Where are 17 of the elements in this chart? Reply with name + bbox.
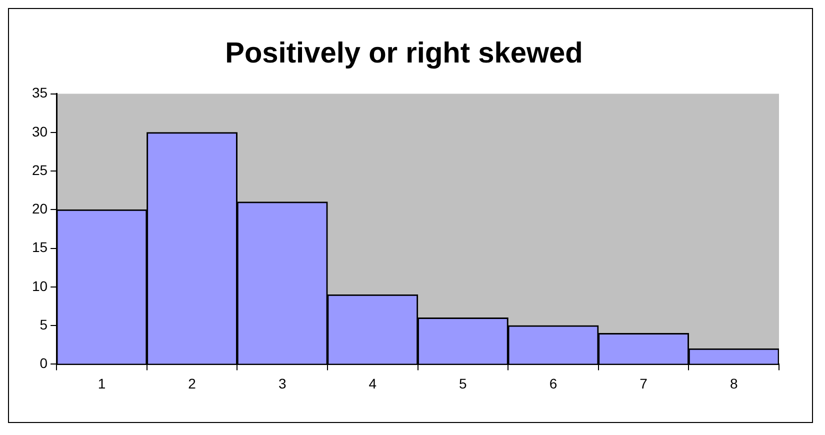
y-tick-label: 15 xyxy=(32,239,48,256)
x-tick-label: 2 xyxy=(188,375,196,392)
y-tick-label: 35 xyxy=(32,84,48,101)
x-tick-label: 5 xyxy=(459,375,468,392)
x-tick-label: 3 xyxy=(278,375,286,392)
y-tick-label: 25 xyxy=(32,162,48,178)
x-tick-label: 7 xyxy=(640,375,648,392)
y-tick-label: 0 xyxy=(40,355,48,372)
x-tick-label: 4 xyxy=(368,375,377,392)
y-tick-label: 5 xyxy=(40,316,48,332)
x-tick-label: 1 xyxy=(98,375,106,392)
y-tick-label: 10 xyxy=(32,278,48,294)
y-tick-label: 20 xyxy=(32,200,48,217)
x-tick-label: 8 xyxy=(730,375,738,392)
y-tick-label: 30 xyxy=(32,123,48,140)
chart-title: Positively or right skewed xyxy=(225,37,583,70)
x-tick-label: 6 xyxy=(549,375,558,392)
